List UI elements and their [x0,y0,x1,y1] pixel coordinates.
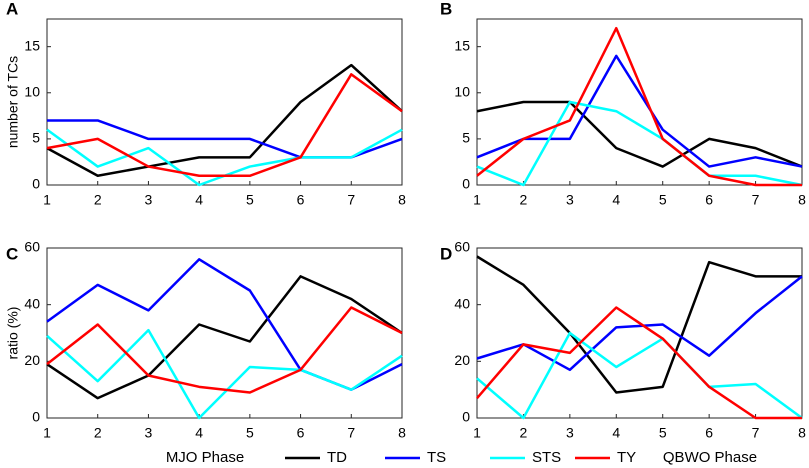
y-tick-label: 20 [454,352,470,368]
y-tick-label: 15 [454,37,470,53]
y-tick-label: 20 [24,352,40,368]
panel-letter: C [6,244,18,263]
x-tick-label: 4 [195,425,203,441]
series-line [476,255,802,394]
y-axis-label: ratio (%) [5,307,21,360]
x-tick-label: 1 [43,192,51,208]
series-line [476,100,803,187]
legend-label: STS [532,449,561,466]
x-tick-label: 2 [94,425,102,441]
x-axis-label: QBWO Phase [663,449,757,466]
series-line [476,54,803,168]
y-tick-label: 40 [24,295,40,311]
x-tick-label: 3 [145,192,153,208]
x-tick-label: 2 [94,192,102,208]
x-tick-label: 6 [297,425,305,441]
series-line [46,275,403,400]
x-tick-label: 8 [398,425,406,441]
legend-label: TD [327,449,347,466]
y-tick-label: 10 [454,83,470,99]
x-tick-label: 5 [246,192,254,208]
y-tick-label: 0 [462,409,470,425]
legend-label: TS [427,449,446,466]
y-tick-label: 5 [32,130,40,146]
series-line [476,275,803,372]
x-tick-label: 7 [347,192,355,208]
x-tick-label: 1 [473,192,481,208]
x-tick-label: 4 [195,192,203,208]
y-tick-label: 5 [462,130,470,146]
x-tick-label: 6 [705,192,713,208]
y-tick-label: 60 [454,239,470,255]
x-tick-label: 4 [612,425,620,441]
x-tick-label: 3 [566,192,574,208]
x-tick-label: 7 [752,425,760,441]
plot-area [46,18,403,186]
plot-area [476,247,803,419]
y-tick-label: 60 [24,239,40,255]
y-tick-label: 0 [32,409,40,425]
x-tick-label: 3 [566,425,574,441]
x-tick-label: 5 [659,192,667,208]
y-tick-label: 0 [32,176,40,192]
x-tick-label: 4 [612,192,620,208]
panel-letter: B [440,0,452,18]
x-tick-label: 3 [145,425,153,441]
x-tick-label: 5 [659,425,667,441]
x-tick-label: 7 [752,192,760,208]
x-tick-label: 7 [347,425,355,441]
series-line [476,331,803,420]
x-tick-label: 8 [798,192,806,208]
x-tick-label: 6 [705,425,713,441]
y-tick-label: 10 [24,83,40,99]
x-tick-label: 2 [520,425,528,441]
x-tick-label: 1 [473,425,481,441]
series-line [46,306,403,394]
series-line [476,26,802,187]
y-tick-label: 15 [24,37,40,53]
series-line [476,306,802,420]
series-line [476,100,803,168]
x-tick-label: 2 [520,192,528,208]
y-axis-label: number of TCs [5,56,21,148]
legend-label: TY [617,449,636,466]
x-tick-label: 5 [246,425,254,441]
y-tick-label: 0 [462,176,470,192]
y-tick-label: 40 [454,295,470,311]
x-axis-label: MJO Phase [166,449,244,466]
series-line [46,63,403,178]
x-tick-label: 6 [297,192,305,208]
x-tick-label: 8 [798,425,806,441]
x-tick-label: 8 [398,192,406,208]
series-line [46,73,403,178]
x-tick-label: 1 [43,425,51,441]
series-line [46,328,403,420]
panel-letter: D [440,244,452,263]
panel-letter: A [6,0,18,18]
